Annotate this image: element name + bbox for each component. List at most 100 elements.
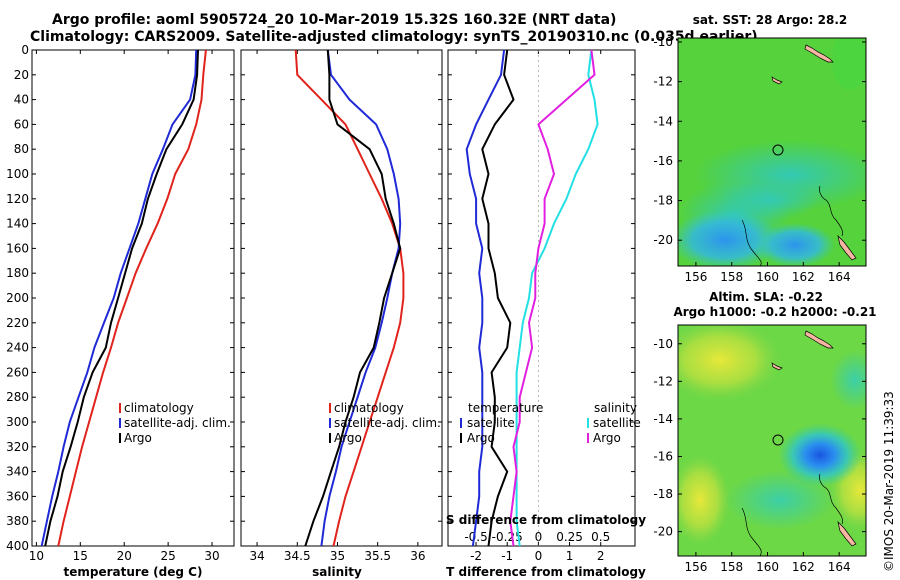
s-diff-tick-label: 0.25 bbox=[556, 530, 583, 544]
depth-tick-label: 40 bbox=[14, 93, 29, 107]
depth-tick-label: 340 bbox=[6, 465, 29, 479]
s-diff-tick-label: -0.5 bbox=[464, 530, 487, 544]
temperature-legend-climatology: climatology bbox=[124, 401, 194, 415]
s-diff-tick-label: 0.5 bbox=[591, 530, 610, 544]
x-tick-label: 10 bbox=[29, 549, 44, 563]
difference-panel: -2 -1 0 1 2-0.5 -0.25 0 0.25 0.5 T difference fr… bbox=[446, 49, 646, 579]
x-tick-label: -2 bbox=[470, 549, 482, 563]
longitude-tick-label: 160 bbox=[756, 560, 779, 574]
sst-map-title: sat. SST: 28 Argo: 28.2 bbox=[693, 13, 847, 27]
depth-tick-label: 140 bbox=[6, 217, 29, 231]
longitude-tick-label: 156 bbox=[684, 560, 707, 574]
series-satellite-adj-clim- bbox=[40, 50, 198, 546]
x-tick-label: 34 bbox=[249, 549, 264, 563]
sst-map: sat. SST: 28 Argo: 28.2 156 158 160 162 164 -… bbox=[653, 13, 867, 284]
salinity-legend: climatology satellite-adj. clim. Argo bbox=[329, 401, 441, 445]
longitude-tick-label: 160 bbox=[756, 270, 779, 284]
latitude-tick-label: -18 bbox=[653, 487, 673, 501]
x-tick-label: 20 bbox=[117, 549, 132, 563]
latitude-tick-label: -20 bbox=[653, 233, 673, 247]
difference-legend-temperature-title: temperature bbox=[468, 401, 543, 415]
longitude-tick-label: 162 bbox=[792, 270, 815, 284]
x-tick-label: 35.5 bbox=[364, 549, 391, 563]
figure-title-line2: Climatology: CARS2009. Satellite-adjuste… bbox=[30, 29, 758, 45]
imos-watermark: ©IMOS 20-Mar-2019 11:39:33 bbox=[882, 391, 896, 572]
depth-tick-label: 300 bbox=[6, 415, 29, 429]
x-tick-label: 2 bbox=[597, 549, 605, 563]
difference-legend-s-argo: Argo bbox=[593, 431, 621, 445]
x-tick-label: 1 bbox=[566, 549, 574, 563]
temperature-legend-argo: Argo bbox=[124, 431, 152, 445]
latitude-tick-label: -20 bbox=[653, 525, 673, 539]
latitude-tick-label: -18 bbox=[653, 194, 673, 208]
sla-map: Altim. SLA: -0.22 Argo h1000: -0.2 h2000… bbox=[653, 290, 876, 574]
depth-tick-label: 180 bbox=[6, 266, 29, 280]
temperature-xlabel: temperature (deg C) bbox=[64, 565, 203, 579]
x-tick-label: 0 bbox=[535, 549, 543, 563]
depth-tick-label: 200 bbox=[6, 291, 29, 305]
sla-argo-location-marker bbox=[772, 434, 784, 446]
temperature-legend-satellite: satellite-adj. clim. bbox=[124, 416, 231, 430]
depth-tick-label: 100 bbox=[6, 167, 29, 181]
series-satellite-adj-clim- bbox=[320, 50, 402, 546]
series-t-argo bbox=[481, 50, 515, 546]
difference-legend-t-satellite: satellite bbox=[467, 416, 515, 430]
longitude-tick-label: 156 bbox=[684, 270, 707, 284]
difference-legend-t-argo: Argo bbox=[467, 431, 495, 445]
s-difference-xlabel: S difference from climatology bbox=[446, 513, 646, 527]
salinity-legend-argo: Argo bbox=[334, 431, 362, 445]
x-tick-label: 35 bbox=[330, 549, 345, 563]
depth-tick-label: 160 bbox=[6, 241, 29, 255]
x-tick-label: -1 bbox=[501, 549, 513, 563]
longitude-tick-label: 158 bbox=[720, 270, 743, 284]
x-tick-label: 36 bbox=[410, 549, 425, 563]
latitude-tick-label: -16 bbox=[653, 449, 673, 463]
depth-tick-label: 20 bbox=[14, 68, 29, 82]
longitude-tick-label: 164 bbox=[828, 270, 851, 284]
salinity-panel: 34 34.5 35 35.5 36 salinity climatology sate… bbox=[240, 49, 443, 579]
depth-tick-label: 120 bbox=[6, 192, 29, 206]
depth-tick-label: 260 bbox=[6, 365, 29, 379]
latitude-tick-label: -12 bbox=[653, 75, 673, 89]
depth-tick-label: 220 bbox=[6, 316, 29, 330]
latitude-tick-label: -14 bbox=[653, 114, 673, 128]
depth-tick-label: 60 bbox=[14, 117, 29, 131]
latitude-tick-label: -16 bbox=[653, 154, 673, 168]
figure-title-line1: Argo profile: aoml 5905724_20 10-Mar-201… bbox=[52, 12, 617, 28]
sla-map-title-line2: Argo h1000: -0.2 h2000: -0.21 bbox=[673, 305, 876, 319]
x-tick-label: 25 bbox=[160, 549, 175, 563]
salinity-axes-frame bbox=[240, 49, 443, 547]
sst-argo-location-marker bbox=[772, 144, 784, 156]
x-tick-label: 30 bbox=[204, 549, 219, 563]
depth-tick-label: 280 bbox=[6, 390, 29, 404]
longitude-tick-label: 164 bbox=[828, 560, 851, 574]
latitude-tick-label: -14 bbox=[653, 412, 673, 426]
longitude-tick-label: 158 bbox=[720, 560, 743, 574]
depth-tick-label: 80 bbox=[14, 142, 29, 156]
salinity-xlabel: salinity bbox=[312, 565, 362, 579]
sla-map-title-line1: Altim. SLA: -0.22 bbox=[709, 290, 823, 304]
latitude-tick-label: -12 bbox=[653, 374, 673, 388]
depth-tick-label: 400 bbox=[6, 539, 29, 553]
latitude-tick-label: -10 bbox=[653, 337, 673, 351]
series-argo bbox=[44, 50, 199, 546]
salinity-legend-climatology: climatology bbox=[334, 401, 404, 415]
latitude-tick-label: -10 bbox=[653, 35, 673, 49]
longitude-tick-label: 162 bbox=[792, 560, 815, 574]
difference-legend: temperature satellite Argo salinity sate… bbox=[460, 401, 641, 445]
s-diff-tick-label: -0.25 bbox=[492, 530, 523, 544]
series-t-satellite bbox=[465, 50, 506, 546]
series-argo bbox=[304, 50, 402, 546]
depth-tick-label: 360 bbox=[6, 489, 29, 503]
x-tick-label: 34.5 bbox=[284, 549, 311, 563]
temperature-panel: 0 20 40 60 80 100 120 140 160 180 200 220 240 260 280 3… bbox=[6, 43, 235, 579]
depth-tick-label: 320 bbox=[6, 440, 29, 454]
salinity-legend-satellite: satellite-adj. clim. bbox=[334, 416, 441, 430]
difference-legend-salinity-title: salinity bbox=[594, 401, 637, 415]
series-s-satellite bbox=[515, 50, 599, 546]
depth-tick-label: 240 bbox=[6, 341, 29, 355]
temperature-legend: climatology satellite-adj. clim. Argo bbox=[119, 401, 231, 445]
depth-tick-label: 0 bbox=[21, 43, 29, 57]
depth-tick-label: 380 bbox=[6, 514, 29, 528]
